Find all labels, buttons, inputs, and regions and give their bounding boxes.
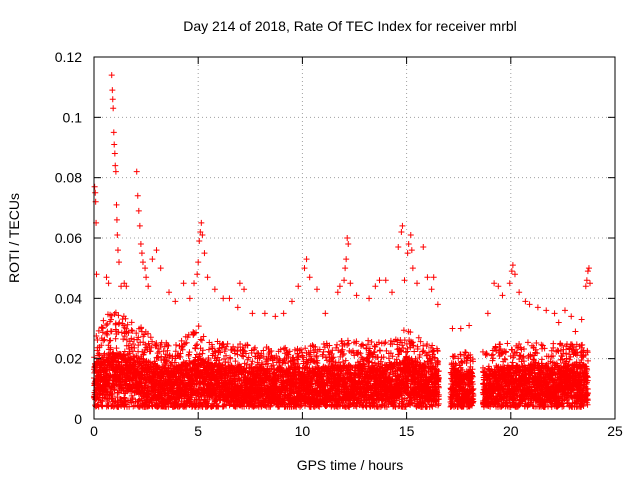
data-point <box>98 324 105 331</box>
data-point <box>101 336 108 343</box>
data-point <box>95 327 102 334</box>
data-point <box>103 322 110 329</box>
data-point <box>165 342 172 349</box>
data-point <box>200 333 207 340</box>
data-point <box>107 316 114 323</box>
data-point <box>121 333 128 340</box>
data-point <box>164 341 171 348</box>
data-point <box>181 377 188 384</box>
data-point <box>126 348 133 355</box>
data-point <box>113 345 120 352</box>
data-point <box>101 350 108 357</box>
data-point <box>151 374 158 381</box>
data-point <box>178 337 185 344</box>
data-point <box>98 342 105 349</box>
chart-title: Day 214 of 2018, Rate Of TEC Index for r… <box>183 18 517 34</box>
data-point <box>177 354 184 361</box>
data-point <box>128 319 135 326</box>
data-point <box>115 312 122 319</box>
data-point <box>149 338 156 345</box>
data-point <box>122 315 129 322</box>
data-point <box>124 321 131 328</box>
data-point <box>156 348 163 355</box>
data-point <box>138 324 145 331</box>
data-point <box>123 336 130 343</box>
data-point <box>121 352 128 359</box>
data-point <box>173 342 180 349</box>
data-point <box>183 339 190 346</box>
data-point <box>95 350 102 357</box>
data-point <box>163 357 170 364</box>
data-point <box>131 344 138 351</box>
data-point <box>198 337 205 344</box>
data-point <box>186 349 193 356</box>
data-point <box>202 377 209 384</box>
data-point <box>112 335 119 342</box>
data-point <box>104 331 111 338</box>
data-point <box>120 336 127 343</box>
data-point <box>129 328 136 335</box>
data-point <box>99 325 106 332</box>
data-point <box>129 348 136 355</box>
data-point <box>94 336 101 343</box>
data-point <box>111 311 118 318</box>
data-point <box>115 329 122 336</box>
data-point <box>112 320 119 327</box>
data-point <box>117 395 124 402</box>
data-point <box>194 341 201 348</box>
data-point <box>199 350 206 357</box>
data-point <box>99 402 106 409</box>
data-point <box>116 319 123 326</box>
data-point <box>103 387 110 394</box>
data-point <box>141 349 148 356</box>
data-point <box>142 341 149 348</box>
data-point <box>133 330 140 337</box>
grid-lines <box>94 57 615 419</box>
data-point <box>125 329 132 336</box>
data-point <box>126 338 133 345</box>
data-point <box>107 346 114 353</box>
data-point <box>162 351 169 358</box>
data-point <box>164 347 171 354</box>
data-point <box>98 335 105 342</box>
data-point <box>197 336 204 343</box>
data-point <box>118 329 125 336</box>
data-point <box>100 337 107 344</box>
data-point <box>144 330 151 337</box>
data-point <box>128 327 135 334</box>
data-point <box>179 380 186 387</box>
data-point <box>107 337 114 344</box>
data-points <box>90 72 593 410</box>
data-point <box>144 384 151 391</box>
data-point <box>195 323 202 330</box>
data-point <box>171 359 178 366</box>
data-point <box>100 317 107 324</box>
data-point <box>152 342 159 349</box>
data-point <box>193 329 200 336</box>
data-point <box>199 347 206 354</box>
data-point <box>130 341 137 348</box>
data-point <box>192 345 199 352</box>
data-point <box>145 340 152 347</box>
data-point <box>215 348 222 355</box>
data-point <box>172 348 179 355</box>
data-point <box>205 346 212 353</box>
data-point <box>128 398 135 405</box>
data-point <box>193 342 200 349</box>
data-point <box>148 344 155 351</box>
data-point <box>96 351 103 358</box>
data-point <box>112 309 119 316</box>
data-point <box>135 334 142 341</box>
data-point <box>129 394 136 401</box>
data-point <box>107 372 114 379</box>
data-point <box>109 393 116 400</box>
data-point <box>128 335 135 342</box>
data-point <box>147 348 154 355</box>
data-point <box>147 334 154 341</box>
